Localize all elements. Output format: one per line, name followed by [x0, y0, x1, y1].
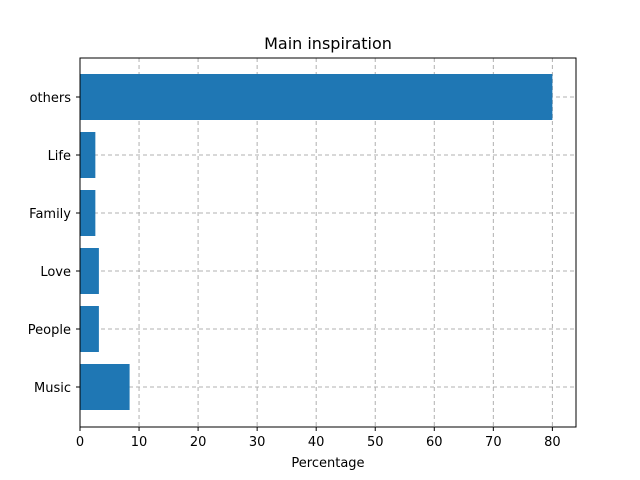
- bar-others: [80, 74, 553, 120]
- x-tick-label: 70: [485, 435, 502, 450]
- bar-people: [80, 306, 99, 352]
- x-tick-label: 40: [308, 435, 325, 450]
- x-tick-label: 80: [544, 435, 561, 450]
- x-tick-label: 50: [367, 435, 384, 450]
- y-tick-label: Life: [48, 149, 71, 164]
- y-tick-label: People: [28, 323, 71, 338]
- y-tick-label: Music: [34, 381, 71, 396]
- bar-love: [80, 248, 99, 294]
- x-axis-label: Percentage: [291, 456, 364, 471]
- y-axis-ticks: Music People Love Family Life others: [28, 91, 80, 396]
- y-tick-label: Family: [29, 207, 71, 222]
- y-tick-label: Love: [40, 265, 71, 280]
- plot-frame: [79, 57, 577, 428]
- y-tick-label: others: [30, 91, 72, 106]
- bar-family: [80, 190, 96, 236]
- x-tick-label: 60: [426, 435, 443, 450]
- bars: [80, 74, 553, 410]
- x-axis-ticks: 0 10 20 30 40 50 60 70 80: [76, 427, 561, 450]
- x-tick-label: 30: [249, 435, 266, 450]
- x-tick-label: 10: [131, 435, 148, 450]
- bar-music: [80, 364, 130, 410]
- x-tick-label: 20: [190, 435, 207, 450]
- x-tick-label: 0: [76, 435, 84, 450]
- bar-life: [80, 132, 96, 178]
- chart-title: Main inspiration: [264, 34, 392, 53]
- grid: [79, 58, 576, 427]
